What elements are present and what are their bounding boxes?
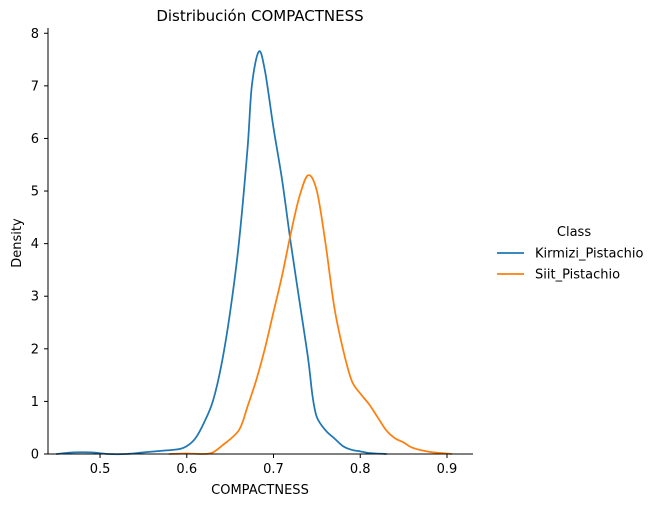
y-tick-label: 7 <box>31 79 39 94</box>
legend-title: Class <box>557 225 591 240</box>
y-tick-label: 0 <box>31 448 39 463</box>
y-tick-label: 2 <box>31 342 39 357</box>
legend-items: Kirmizi_Pistachio Siit_Pistachio <box>497 247 643 283</box>
x-tick-label: 0.5 <box>90 462 111 477</box>
y-axis-title: Density <box>10 218 25 268</box>
chart-title: Distribución COMPACTNESS <box>156 7 363 25</box>
y-tick-label: 6 <box>31 132 39 147</box>
x-axis-title: COMPACTNESS <box>211 483 309 498</box>
x-tick-label: 0.8 <box>350 462 371 477</box>
y-tick-label: 5 <box>31 185 39 200</box>
y-tick-label: 8 <box>31 27 39 42</box>
x-tick-label: 0.9 <box>437 462 458 477</box>
y-tick-label: 3 <box>31 290 39 305</box>
y-ticks: 0 1 2 3 4 5 6 7 8 <box>31 27 48 463</box>
series-line-kirmizi-pistachio <box>55 50 388 456</box>
series-layer <box>55 50 453 456</box>
series-line-siit-pistachio <box>168 174 453 455</box>
x-tick-label: 0.6 <box>176 462 197 477</box>
x-tick-label: 0.7 <box>263 462 284 477</box>
y-tick-label: 4 <box>31 237 39 252</box>
legend-label: Siit_Pistachio <box>535 268 620 283</box>
x-ticks: 0.5 0.6 0.7 0.8 0.9 <box>90 454 458 477</box>
y-tick-label: 1 <box>31 395 39 410</box>
legend: Class Kirmizi_Pistachio Siit_Pistachio <box>497 225 643 283</box>
plot-area: 0.5 0.6 0.7 0.8 0.9 0 1 2 3 4 5 6 7 8 <box>31 27 473 477</box>
legend-label: Kirmizi_Pistachio <box>535 247 643 262</box>
